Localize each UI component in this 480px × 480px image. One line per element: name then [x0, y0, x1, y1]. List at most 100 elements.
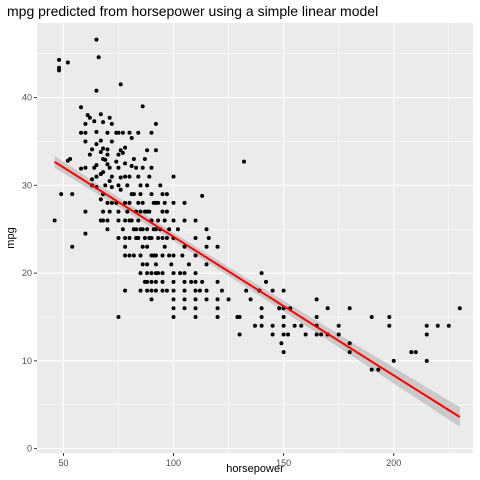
data-point: [125, 183, 130, 188]
data-point: [120, 150, 125, 155]
data-point: [127, 130, 132, 135]
data-point: [237, 314, 242, 319]
data-point: [98, 138, 103, 143]
data-point: [94, 88, 99, 93]
y-tick-label: 20: [22, 268, 32, 278]
data-point: [123, 288, 128, 293]
data-point: [145, 148, 150, 153]
data-point: [169, 262, 174, 267]
data-point: [105, 147, 110, 152]
data-point: [131, 157, 136, 162]
data-point: [140, 165, 145, 170]
data-point: [171, 271, 176, 276]
data-point: [153, 279, 158, 284]
data-point: [171, 200, 176, 205]
y-tick-label: 0: [27, 444, 32, 454]
data-point: [149, 297, 154, 302]
data-point: [171, 314, 176, 319]
data-point: [369, 367, 374, 372]
data-point: [215, 314, 220, 319]
data-point: [197, 288, 202, 293]
data-point: [413, 350, 418, 355]
data-point: [153, 262, 158, 267]
data-point: [424, 323, 429, 328]
data-point: [147, 209, 152, 214]
data-point: [145, 227, 150, 232]
data-point: [94, 37, 99, 42]
data-point: [387, 323, 392, 328]
data-point: [164, 236, 169, 240]
data-point: [193, 306, 198, 311]
data-point: [92, 119, 97, 124]
data-point: [90, 147, 95, 152]
data-point: [424, 332, 429, 337]
data-point: [270, 288, 275, 293]
data-point: [347, 341, 352, 346]
data-point: [123, 236, 128, 240]
data-point: [193, 218, 198, 223]
data-point: [206, 236, 211, 240]
data-point: [142, 157, 147, 162]
data-point: [189, 279, 194, 284]
data-point: [237, 332, 242, 337]
data-point: [391, 358, 396, 363]
data-point: [123, 200, 128, 205]
data-point: [160, 271, 165, 276]
data-point: [101, 120, 106, 125]
data-point: [200, 279, 205, 284]
data-point: [59, 192, 64, 197]
data-point: [264, 279, 269, 284]
data-point: [182, 279, 187, 284]
data-point: [138, 288, 143, 293]
data-point: [180, 253, 185, 258]
data-point: [134, 227, 139, 232]
data-point: [369, 314, 374, 319]
data-point: [160, 288, 165, 293]
data-point: [94, 129, 99, 134]
data-point: [83, 139, 88, 144]
data-point: [193, 288, 198, 293]
data-point: [107, 209, 112, 214]
data-point: [270, 323, 275, 328]
data-point: [101, 170, 106, 175]
data-point: [57, 57, 62, 62]
data-point: [123, 218, 128, 223]
data-point: [116, 236, 121, 240]
points-layer: [52, 37, 462, 372]
chart-title: mpg predicted from horsepower using a si…: [7, 3, 378, 19]
data-point: [286, 332, 291, 337]
data-point: [204, 227, 209, 232]
data-point: [107, 115, 112, 120]
data-point: [160, 192, 165, 197]
data-point: [149, 130, 154, 135]
data-point: [129, 218, 134, 223]
data-point: [219, 288, 224, 293]
data-point: [138, 192, 143, 197]
data-point: [83, 130, 88, 135]
data-point: [314, 332, 319, 337]
data-point: [435, 323, 440, 328]
data-point: [127, 200, 132, 205]
x-tick-label: 150: [276, 458, 291, 468]
data-point: [147, 174, 152, 179]
data-point: [140, 200, 145, 205]
data-point: [162, 218, 167, 223]
data-point: [153, 148, 158, 153]
data-point: [171, 288, 176, 293]
data-point: [281, 350, 286, 355]
data-point: [215, 244, 220, 249]
data-point: [94, 174, 99, 179]
data-point: [107, 178, 112, 183]
fit-line-layer: [54, 161, 461, 418]
data-point: [136, 218, 141, 223]
data-point: [118, 187, 123, 192]
data-point: [303, 332, 308, 337]
x-tick-label: 50: [58, 458, 68, 468]
data-point: [259, 323, 264, 328]
regression-line: [54, 161, 461, 418]
data-point: [292, 323, 297, 328]
data-point: [136, 130, 141, 135]
data-point: [83, 121, 88, 126]
data-point: [116, 183, 121, 188]
data-point: [299, 323, 304, 328]
